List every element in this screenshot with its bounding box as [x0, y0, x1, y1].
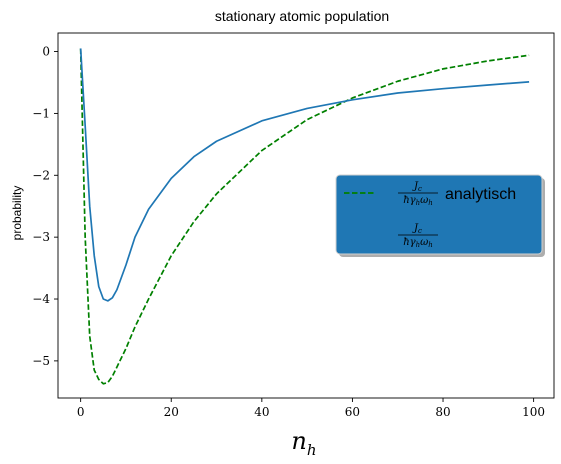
y-axis-label: probability	[10, 186, 24, 241]
x-tick-label-100: 100	[522, 405, 545, 419]
legend-math-denominator-sub2: h	[428, 199, 433, 207]
x-axis-label-subscript: h	[307, 441, 317, 459]
legend-math-denominator-omega: ω	[420, 195, 428, 206]
x-tick-label-80: 80	[435, 405, 450, 419]
legend-math-denominator-omega: ω	[420, 237, 428, 248]
legend-label-analytisch: analytisch	[445, 186, 516, 203]
y-tick-label-1: −1	[32, 106, 50, 120]
y-tick-label-2: −2	[32, 168, 50, 182]
x-tick-label-20: 20	[164, 405, 179, 419]
legend-math-denominator-sub2: h	[428, 241, 433, 249]
x-tick-label-0: 0	[77, 405, 85, 419]
legend-math-numerator-sub: c	[418, 185, 422, 193]
y-tick-label-0: 0	[42, 45, 50, 59]
x-tick-label-60: 60	[345, 405, 360, 419]
legend-math-numerator-sub: c	[418, 227, 422, 235]
y-tick-label-3: −3	[32, 230, 50, 244]
y-tick-label-4: −4	[32, 292, 50, 306]
x-tick-label-40: 40	[254, 405, 269, 419]
x-axis-label-main: n	[291, 427, 306, 455]
y-tick-label-5: −5	[32, 354, 50, 368]
chart-title: stationary atomic population	[215, 8, 389, 24]
